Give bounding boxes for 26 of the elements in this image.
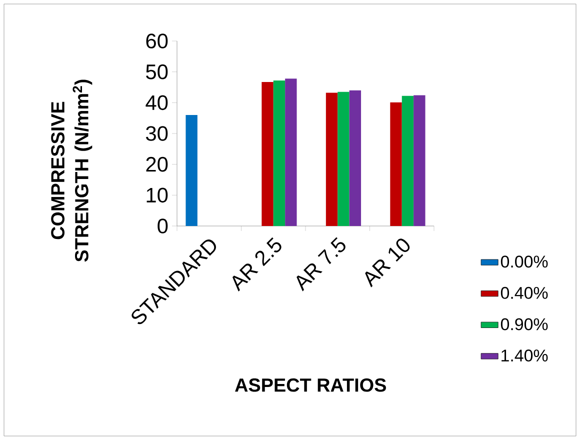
- legend-label: 0.40%: [500, 286, 548, 299]
- bar: [326, 92, 338, 226]
- x-tick-label: AR 7.5: [296, 237, 346, 292]
- x-tick-label: AR 10: [365, 238, 410, 288]
- y-axis-title: COMPRESSIVE STRENGTH (N/mm$^{2}$): [51, 80, 92, 262]
- x-tick-label: AR 2.5: [232, 237, 282, 292]
- bar: [338, 92, 350, 226]
- y-tick-label: 20: [146, 156, 168, 172]
- bar: [402, 96, 414, 226]
- y-tick-label: 60: [146, 34, 168, 48]
- bar: [285, 78, 297, 226]
- y-tick-label: 0: [158, 218, 168, 234]
- y-tick-label: 50: [146, 64, 168, 80]
- y-tick-label: 40: [146, 95, 168, 110]
- y-tick-label: 10: [146, 188, 168, 203]
- x-axis-title: ASPECT RATIOS: [235, 378, 386, 392]
- legend-label: 0.00%: [500, 256, 548, 268]
- legend-label: 0.90%: [500, 318, 548, 330]
- bar: [390, 102, 402, 226]
- y-tick-label: 30: [146, 126, 168, 141]
- legend-label: 1.40%: [502, 350, 548, 362]
- bar: [414, 95, 426, 226]
- bar: [349, 90, 362, 226]
- bar: [273, 80, 286, 226]
- bar: [262, 82, 274, 226]
- bar: [186, 115, 198, 226]
